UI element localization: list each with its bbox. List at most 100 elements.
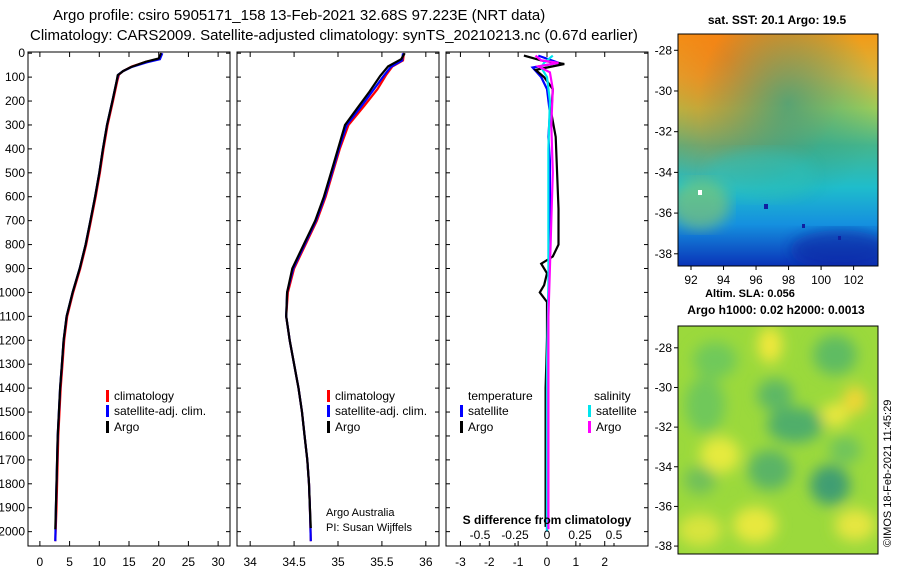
y-tick-label: -34	[655, 165, 673, 179]
y-tick-label: 900	[5, 261, 25, 275]
x-tick-label: 20	[152, 555, 166, 569]
y-tick-label: -34	[655, 460, 673, 474]
y-tick-label: 1400	[0, 381, 25, 395]
y-tick-label: -32	[655, 125, 673, 139]
y-tick-label: -30	[655, 380, 673, 394]
legend-swatch-satellite	[106, 405, 109, 417]
x-tick-label: 15	[122, 555, 136, 569]
sla-title: Altim. SLA: 0.056	[705, 288, 795, 300]
y-tick-label: 1500	[0, 405, 25, 419]
y-tick-label: 600	[5, 190, 25, 204]
x-tick-label: 98	[782, 273, 796, 287]
y-tick-label: 100	[5, 70, 25, 84]
x-tick-label: 96	[749, 273, 763, 287]
credit-line1: Argo Australia	[326, 507, 395, 519]
x-tick-label: 0	[544, 555, 551, 569]
y-tick-label: -36	[655, 499, 673, 513]
legend-label-climatology: climatology	[335, 389, 395, 403]
legend-label-climatology: climatology	[114, 389, 174, 403]
imos-stamp: ©IMOS 18-Feb-2021 11:45:29	[882, 400, 894, 547]
y-tick-label: -28	[655, 43, 673, 57]
y-tick-label: 500	[5, 166, 25, 180]
y-tick-label: 300	[5, 118, 25, 132]
difference-panel: -3 -2 -1 0 1 2 temperature satellite Argo sal…	[445, 51, 649, 569]
y-tick-label: 1300	[0, 357, 25, 371]
x-tick-label: 35	[331, 555, 345, 569]
x-tick-label: 34	[243, 555, 257, 569]
salinity-legend: climatology satellite-adj. clim. Argo	[327, 389, 427, 434]
legend-label-argo: Argo	[335, 420, 361, 434]
x-tick-label: 30	[211, 555, 225, 569]
x-tick-label: 5	[66, 555, 73, 569]
sla-map: -28 -30 -32 -34 -36 -38 Altim. SLA: 0.056 Arg…	[655, 288, 894, 555]
series-line-salinity-argo	[534, 54, 559, 530]
y-tick-label: 1700	[0, 453, 25, 467]
y-tick-label: -28	[655, 341, 673, 355]
series-line-argo	[285, 52, 406, 529]
legend-swatch-temp-satellite	[460, 405, 463, 417]
legend-label-sal-argo: Argo	[596, 420, 622, 434]
x-tick-label: 36	[419, 555, 433, 569]
y-tick-label: 1800	[0, 477, 25, 491]
series-line-temperature-argo	[523, 54, 565, 527]
y-tick-label: -30	[655, 84, 673, 98]
legend-swatch-temp-argo	[460, 421, 463, 433]
top-x-tick-label: 0.5	[606, 528, 623, 542]
x-tick-label: 34.5	[282, 555, 306, 569]
y-tick-label: 1600	[0, 429, 25, 443]
sla-subtitle: Argo h1000: 0.02 h2000: 0.0013	[687, 303, 865, 317]
legend-label-satellite: satellite-adj. clim.	[335, 404, 427, 418]
y-tick-label: 400	[5, 142, 25, 156]
y-tick-label: 700	[5, 214, 25, 228]
legend-swatch-sal-argo	[588, 421, 591, 433]
legend-label-temp-argo: Argo	[468, 420, 494, 434]
legend-group-temperature: temperature	[468, 389, 533, 403]
x-tick-label: 100	[811, 273, 831, 287]
y-tick-label: -32	[655, 420, 673, 434]
x-tick-label: 25	[182, 555, 196, 569]
top-x-tick-label: 0.25	[568, 528, 592, 542]
y-tick-label: 2000	[0, 525, 25, 539]
salinity-panel: 34 34.5 35 35.5 36 climatology satellite-adj…	[236, 51, 440, 569]
legend-swatch-argo	[106, 421, 109, 433]
y-tick-label: -36	[655, 206, 673, 220]
figure-title-line2: Climatology: CARS2009. Satellite-adjuste…	[30, 27, 638, 44]
y-tick-label: 200	[5, 94, 25, 108]
sst-map: 92 94 96 98 100 102 -28 -30 -32 -34 -36 -38 sat. SS…	[655, 13, 879, 287]
x-tick-label: 2	[601, 555, 608, 569]
x-tick-label: 35.5	[370, 555, 394, 569]
difference-top-axis-label: S difference from climatology	[463, 513, 632, 527]
y-tick-label: -38	[655, 539, 673, 553]
y-tick-label: 1200	[0, 333, 25, 347]
top-x-tick-label: 0	[544, 528, 551, 542]
temperature-legend: climatology satellite-adj. clim. Argo	[106, 389, 206, 434]
x-tick-label: 10	[93, 555, 107, 569]
x-tick-label: -1	[513, 555, 524, 569]
y-tick-label: 1100	[0, 309, 25, 323]
y-tick-label: 0	[18, 46, 25, 60]
legend-label-satellite: satellite-adj. clim.	[114, 404, 206, 418]
legend-swatch-climatology	[327, 390, 330, 402]
legend-group-salinity: salinity	[594, 389, 631, 403]
top-x-tick-label: -0.25	[501, 528, 529, 542]
legend-swatch-argo	[327, 421, 330, 433]
x-tick-label: 1	[573, 555, 580, 569]
legend-label-temp-satellite: satellite	[468, 404, 509, 418]
x-tick-label: -3	[455, 555, 466, 569]
figure-title-line1: Argo profile: csiro 5905171_158 13-Feb-2…	[53, 7, 546, 24]
legend-swatch-sal-satellite	[588, 405, 591, 417]
y-tick-label: 1900	[0, 501, 25, 515]
y-tick-label: -38	[655, 247, 673, 261]
x-tick-label: 94	[717, 273, 731, 287]
legend-label-argo: Argo	[114, 420, 140, 434]
x-tick-label: 0	[37, 555, 44, 569]
difference-legend: temperature satellite Argo salinity sate…	[460, 389, 637, 434]
y-tick-label: 1000	[0, 285, 25, 299]
legend-swatch-satellite	[327, 405, 330, 417]
x-tick-label: -2	[484, 555, 495, 569]
series-line-argo	[54, 52, 163, 530]
temperature-panel: 0100200300400500600700800900100011001200…	[0, 46, 231, 569]
x-tick-label: 102	[844, 273, 864, 287]
legend-label-sal-satellite: satellite	[596, 404, 637, 418]
